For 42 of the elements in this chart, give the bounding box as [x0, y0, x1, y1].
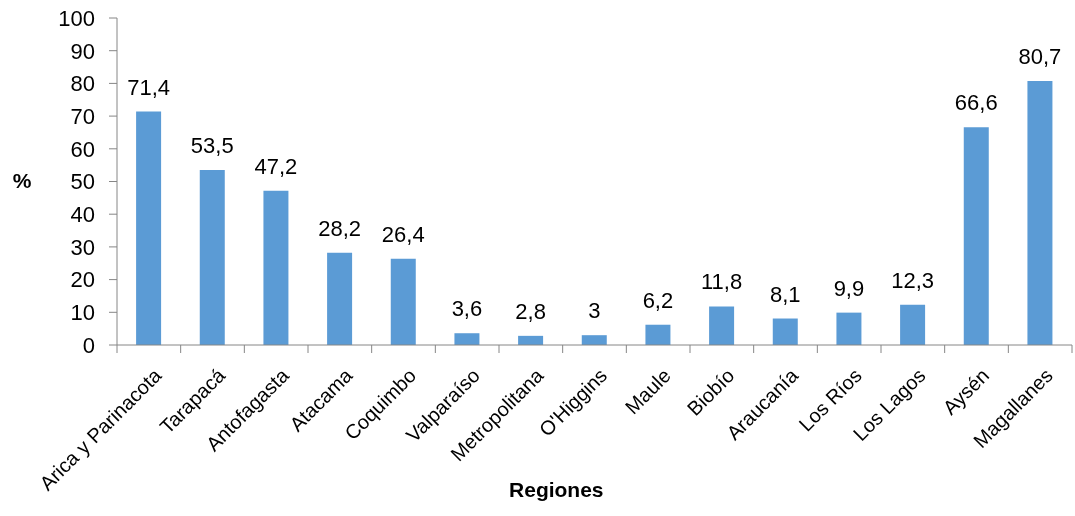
bar	[390, 258, 416, 345]
data-label: 53,5	[190, 133, 234, 159]
bar	[263, 190, 289, 345]
y-tick-label: 0	[82, 332, 95, 358]
y-tick-label: 30	[70, 234, 95, 260]
data-label: 11,8	[701, 269, 743, 295]
data-label: 9,9	[833, 275, 865, 301]
bar	[836, 312, 862, 345]
bar	[772, 318, 798, 345]
y-tick-label: 40	[70, 202, 95, 228]
bar	[709, 306, 735, 345]
bar	[581, 335, 607, 345]
y-tick-label: 70	[70, 103, 95, 129]
bar	[454, 333, 480, 345]
data-label: 71,4	[127, 74, 171, 100]
data-label: 80,7	[1018, 44, 1062, 70]
data-label: 12,3	[891, 267, 935, 293]
data-label: 28,2	[318, 215, 362, 241]
bar	[645, 324, 671, 345]
y-tick-label: 50	[70, 169, 95, 195]
y-tick-label: 10	[70, 300, 95, 326]
bar	[136, 111, 162, 345]
y-tick-label: 100	[58, 5, 95, 31]
y-axis-title: %	[12, 168, 32, 192]
data-label: 3,6	[451, 296, 483, 322]
y-tick-label: 60	[70, 136, 95, 162]
bar	[963, 127, 989, 345]
bar	[327, 252, 353, 345]
y-tick-label: 80	[70, 71, 95, 97]
data-label: 3	[588, 298, 601, 324]
data-label: 8,1	[769, 281, 801, 307]
data-label: 66,6	[954, 90, 998, 116]
data-label: 2,8	[515, 298, 546, 324]
bar	[199, 170, 225, 345]
data-label: 47,2	[254, 153, 298, 179]
data-label: 26,4	[381, 221, 425, 247]
y-tick-label: 90	[70, 38, 95, 64]
y-tick-label: 20	[70, 267, 95, 293]
bar	[1027, 81, 1053, 345]
data-label: 6,2	[642, 287, 674, 313]
bar	[900, 304, 926, 345]
x-axis-title: Regiones	[509, 478, 604, 501]
